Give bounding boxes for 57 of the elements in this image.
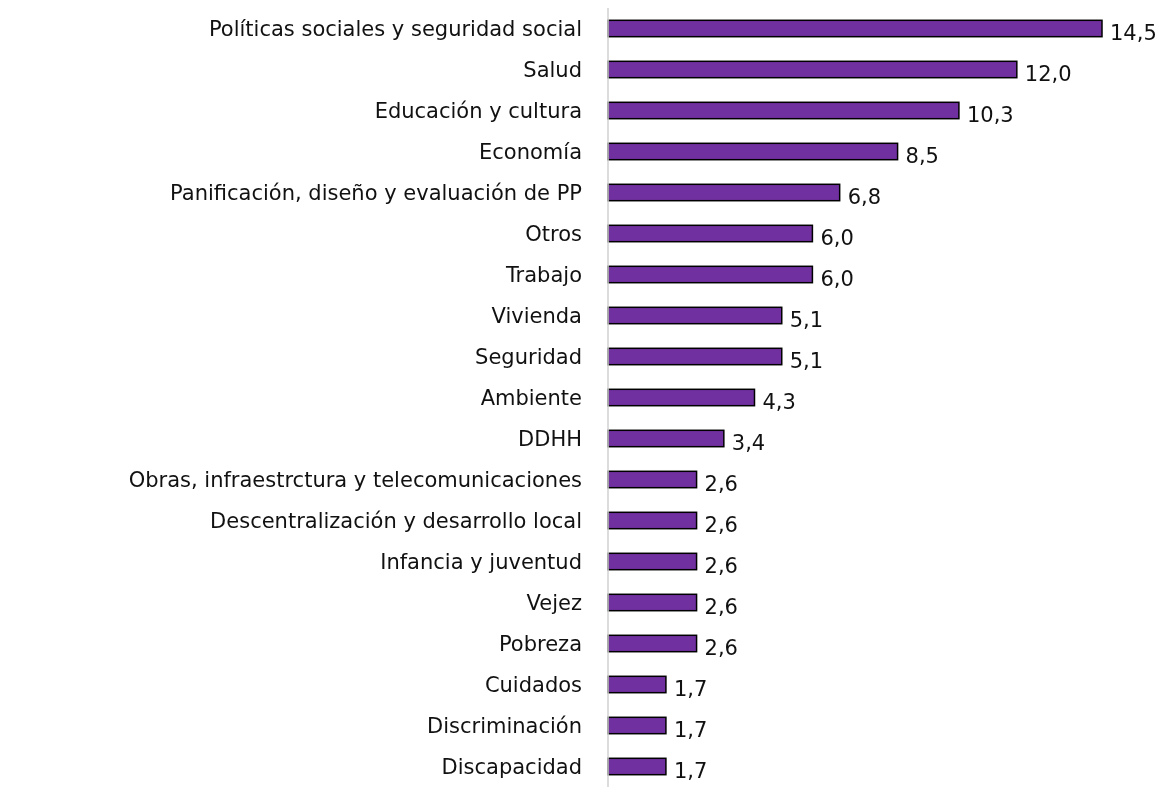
data-label: 8,5 (905, 143, 939, 168)
data-label: 2,6 (704, 635, 738, 660)
y-tick-label: Obras, infraestrctura y telecomunicaciones (128, 467, 582, 492)
bar (607, 675, 667, 694)
y-tick-label: Cuidados (484, 672, 582, 697)
data-label: 6,0 (820, 266, 854, 291)
bar (607, 306, 783, 325)
y-tick-label: Pobreza (498, 631, 582, 656)
y-tick-label: Vejez (526, 590, 582, 615)
data-label: 6,8 (847, 184, 882, 209)
bar (607, 19, 1103, 38)
data-label: 2,6 (704, 594, 738, 619)
y-tick-label: DDHH (518, 426, 582, 451)
bar (607, 470, 698, 489)
y-tick-label: Otros (525, 221, 582, 246)
y-tick-label: Panificación, diseño y evaluación de PP (170, 180, 582, 205)
y-tick-label: Seguridad (475, 344, 582, 369)
data-label: 6,0 (820, 225, 854, 250)
y-tick-label: Educación y cultura (374, 98, 582, 123)
bar (607, 347, 783, 366)
bar (607, 511, 698, 530)
y-tick-label: Descentralización y desarrollo local (210, 508, 582, 533)
bar (607, 142, 899, 161)
bar (607, 101, 960, 120)
bar (607, 757, 667, 776)
y-tick-label: Ambiente (480, 385, 582, 410)
bar (607, 60, 1018, 79)
bar (607, 716, 667, 735)
data-label: 12,0 (1024, 61, 1072, 86)
y-tick-label: Discapacidad (441, 754, 582, 779)
bar (607, 388, 756, 407)
y-tick-label: Vivienda (491, 303, 582, 328)
data-label: 5,1 (789, 307, 824, 332)
y-tick-label: Salud (523, 57, 582, 82)
data-label: 1,7 (673, 717, 708, 742)
y-tick-label: Políticas sociales y seguridad social (208, 16, 582, 41)
data-label: 4,3 (762, 389, 796, 414)
bar (607, 634, 698, 653)
bar (607, 265, 814, 284)
data-label: 2,6 (704, 471, 738, 496)
data-label: 1,7 (673, 676, 708, 701)
data-label: 1,7 (673, 758, 708, 783)
y-tick-label: Infancia y juventud (380, 549, 582, 574)
y-tick-label: Economía (479, 139, 582, 164)
y-tick-label: Trabajo (504, 262, 582, 287)
bar (607, 552, 698, 571)
data-label: 14,5 (1110, 20, 1157, 45)
data-label: 2,6 (704, 553, 738, 578)
bar (607, 183, 841, 202)
bar (607, 224, 814, 243)
data-label: 2,6 (704, 512, 738, 537)
bar (607, 593, 698, 612)
data-label: 10,3 (966, 102, 1014, 127)
data-label: 5,1 (789, 348, 824, 373)
y-tick-label: Discriminación (427, 713, 582, 738)
bar (607, 429, 725, 448)
data-label: 3,4 (731, 430, 766, 455)
